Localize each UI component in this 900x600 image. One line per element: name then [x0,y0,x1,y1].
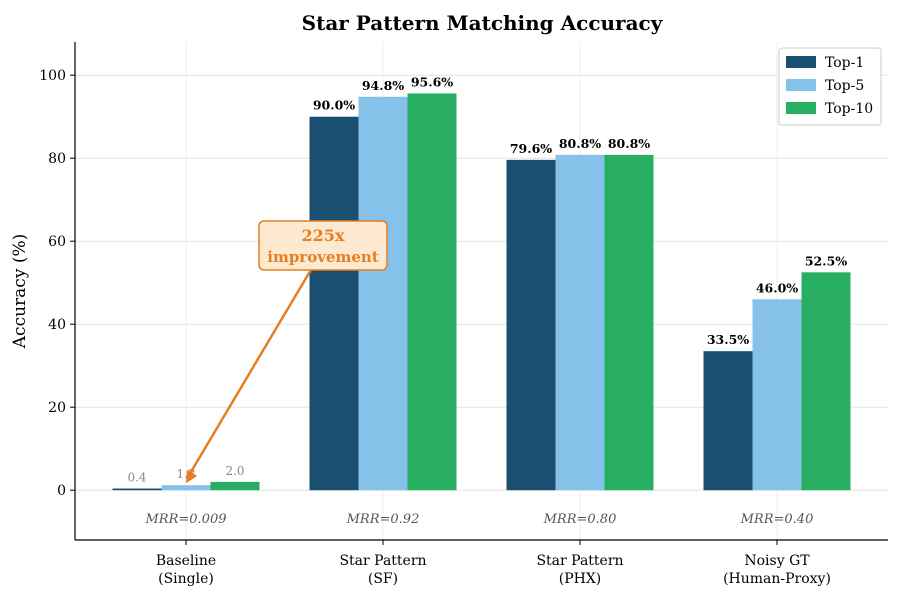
bar [801,272,851,491]
x-tick-label: (Single) [158,571,214,587]
bar-value-label: 46.0% [756,280,798,295]
annotation-arrow-head [186,469,198,484]
annotation-box [258,220,388,271]
x-tick-label: Star Pattern [536,553,623,569]
annotation-arrow-line [187,267,314,476]
y-tick-label: 40 [48,317,66,333]
legend-swatch [786,79,816,91]
mrr-label: MRR=0.80 [543,512,617,527]
bar-value-label: 2.0 [225,464,244,478]
bar-value-label: 90.0% [313,98,355,113]
x-tick-label: Baseline [156,553,216,569]
x-tick-label: Star Pattern [339,553,426,569]
bar [161,485,211,491]
y-tick-label: 60 [48,234,66,250]
bar-value-label: 52.5% [805,253,847,268]
improvement-annotation: 225x improvement [186,220,388,484]
y-tick-label: 20 [48,400,66,416]
bar [506,159,556,491]
bar-value-label: 80.8% [559,136,601,151]
annotation-text: improvement [267,248,379,266]
mrr-label: MRR=0.40 [740,512,814,527]
legend-swatch [786,56,816,68]
bars [112,93,851,491]
bar-value-label: 0.4 [127,471,146,485]
bar-value-label: 80.8% [608,136,650,151]
bar-value-label: 95.6% [411,74,453,89]
bar [604,154,654,491]
bar [358,96,408,491]
y-tick-label: 80 [48,151,66,167]
bar [112,488,162,491]
x-tick-label: (Human-Proxy) [723,571,831,587]
legend-label: Top-10 [825,101,873,117]
legend: Top-1 Top-5 Top-10 [778,47,882,126]
bar [555,154,605,491]
legend-label: Top-1 [825,55,864,71]
mrr-label: MRR=0.92 [346,512,420,527]
annotation-text: 225x [302,226,345,245]
bar-value-label: 94.8% [362,78,404,93]
x-tick-label: Noisy GT [744,553,810,569]
mrr-label: MRR=0.009 [145,512,227,527]
bar [407,93,457,491]
chart-title: Star Pattern Matching Accuracy [302,11,664,35]
bar-value-label: 33.5% [707,332,749,347]
bar-value-label: 79.6% [510,141,552,156]
bar [752,299,802,491]
y-axis-label: Accuracy (%) [10,234,30,349]
y-tick-label: 100 [39,68,66,84]
legend-label: Top-5 [825,78,864,94]
y-tick-label: 0 [57,483,66,499]
bar [309,116,359,491]
x-tick-label: (PHX) [559,571,602,587]
axes: 0 20 40 60 80 100 Baseline (Single) Star Pattern… [39,42,888,587]
x-tick-label: (SF) [368,571,398,587]
bar [210,481,260,491]
bar [703,351,753,491]
legend-swatch [786,102,816,114]
